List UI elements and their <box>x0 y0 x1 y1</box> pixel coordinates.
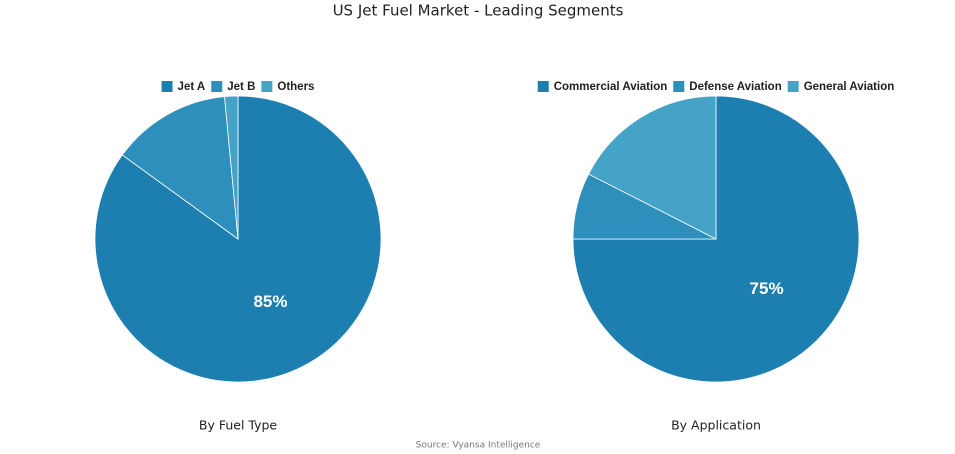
pie-slice <box>121 96 239 240</box>
legend-swatch <box>161 81 173 92</box>
legend-swatch <box>787 81 799 92</box>
value-label: 75% <box>750 279 784 298</box>
chart-title: US Jet Fuel Market - Leading Segments <box>333 2 624 20</box>
chart-caption: By Application <box>671 418 761 433</box>
pie-slice <box>572 95 860 383</box>
legend-label: Jet A <box>178 81 206 93</box>
value-label: 85% <box>253 292 287 311</box>
pie-slice <box>224 95 239 240</box>
pie-slice <box>94 95 382 383</box>
legend-swatch <box>211 81 223 92</box>
legend-swatch <box>673 81 685 92</box>
legend-label: Others <box>277 81 314 93</box>
legend-swatch <box>537 81 549 92</box>
legend-label: Jet B <box>227 81 255 93</box>
legend-label: Commercial Aviation <box>554 81 668 93</box>
chart-caption: By Fuel Type <box>199 418 278 433</box>
legend-label: Defense Aviation <box>689 81 781 93</box>
legend-swatch <box>261 81 273 92</box>
legend-label: General Aviation <box>804 81 895 93</box>
pie-slice <box>588 95 717 240</box>
source: Source: Vyansa Intelligence <box>416 441 541 451</box>
